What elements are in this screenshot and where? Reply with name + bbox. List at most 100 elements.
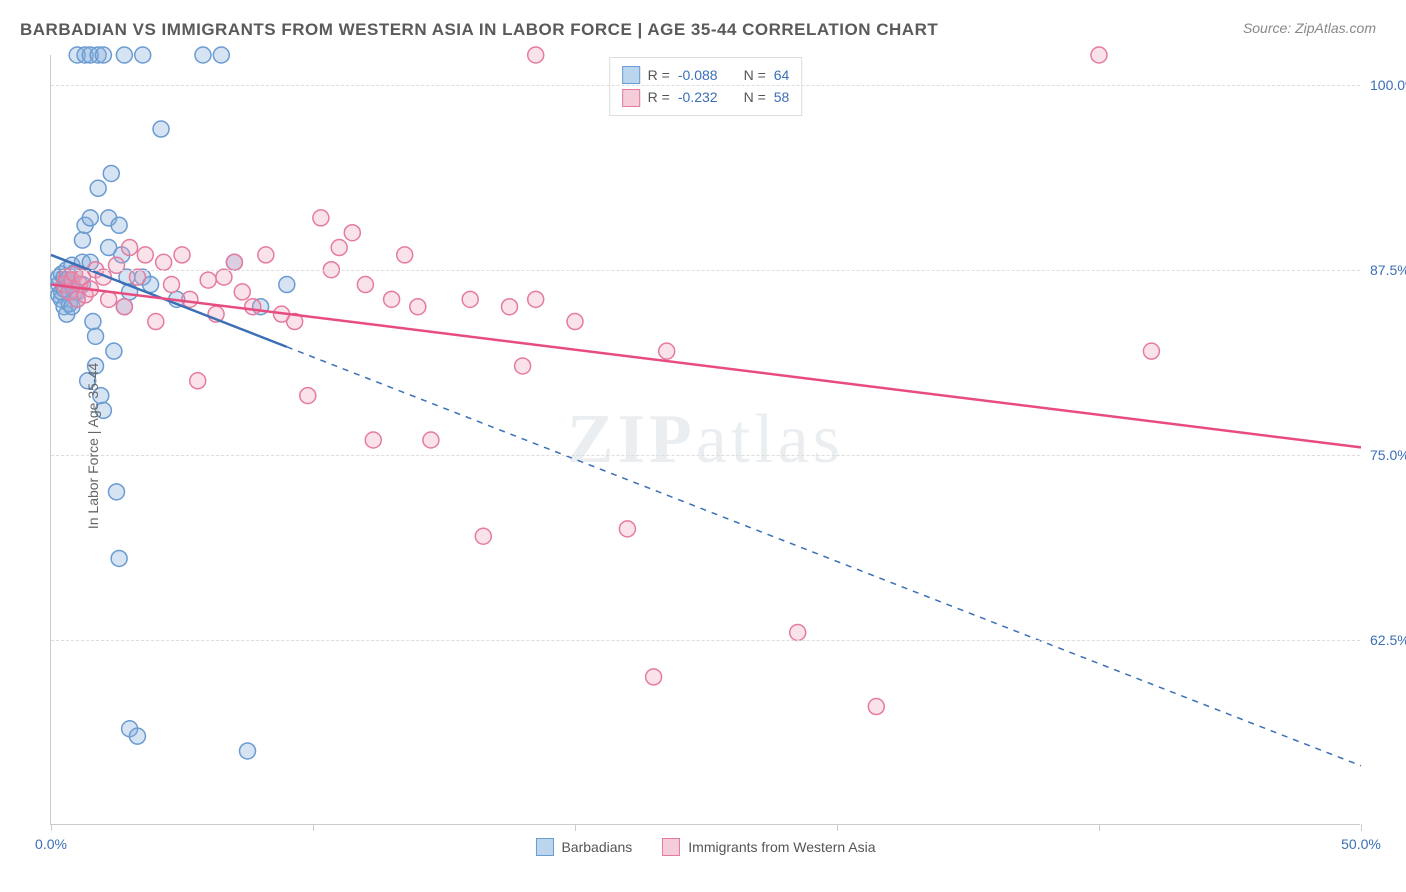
data-point — [423, 432, 439, 448]
data-point — [1091, 47, 1107, 63]
legend-correlation-row: R = -0.088 N = 64 — [622, 64, 790, 86]
data-point — [85, 314, 101, 330]
x-tick — [575, 824, 576, 831]
data-point — [195, 47, 211, 63]
gridline-horizontal — [51, 455, 1360, 456]
data-point — [245, 299, 261, 315]
data-point — [174, 247, 190, 263]
data-point — [135, 47, 151, 63]
data-point — [88, 328, 104, 344]
data-point — [528, 291, 544, 307]
legend-correlation: R = -0.088 N = 64 R = -0.232 N = 58 — [609, 57, 803, 116]
r-label: R = — [648, 64, 670, 86]
data-point — [528, 47, 544, 63]
n-value: 64 — [774, 64, 790, 86]
data-point — [156, 254, 172, 270]
trend-line — [51, 285, 1361, 448]
y-tick-label: 87.5% — [1370, 262, 1406, 278]
x-tick-label: 0.0% — [35, 836, 67, 852]
data-point — [300, 388, 316, 404]
data-point — [313, 210, 329, 226]
data-point — [90, 180, 106, 196]
legend-series-item: Immigrants from Western Asia — [662, 838, 875, 856]
legend-series-label: Barbadians — [561, 839, 632, 855]
data-point — [182, 291, 198, 307]
y-axis-label: In Labor Force | Age 35-44 — [85, 363, 101, 529]
data-point — [109, 257, 125, 273]
data-point — [567, 314, 583, 330]
x-tick-label: 50.0% — [1341, 836, 1381, 852]
r-label: R = — [648, 86, 670, 108]
data-point — [279, 277, 295, 293]
data-point — [200, 272, 216, 288]
legend-series: Barbadians Immigrants from Western Asia — [535, 838, 875, 856]
data-point — [384, 291, 400, 307]
x-tick — [837, 824, 838, 831]
n-label: N = — [744, 86, 766, 108]
data-point — [410, 299, 426, 315]
legend-swatch — [622, 66, 640, 84]
x-tick — [51, 824, 52, 831]
data-point — [116, 299, 132, 315]
data-point — [240, 743, 256, 759]
data-point — [116, 47, 132, 63]
legend-correlation-row: R = -0.232 N = 58 — [622, 86, 790, 108]
x-tick — [1099, 824, 1100, 831]
data-point — [111, 217, 127, 233]
data-point — [790, 625, 806, 641]
data-point — [868, 699, 884, 715]
legend-series-item: Barbadians — [535, 838, 632, 856]
data-point — [515, 358, 531, 374]
data-point — [137, 247, 153, 263]
y-tick-label: 62.5% — [1370, 632, 1406, 648]
source-label: Source: ZipAtlas.com — [1243, 20, 1376, 36]
data-point — [74, 232, 90, 248]
y-tick-label: 100.0% — [1370, 77, 1406, 93]
data-point — [462, 291, 478, 307]
data-point — [216, 269, 232, 285]
data-point — [101, 291, 117, 307]
data-point — [619, 521, 635, 537]
data-point — [164, 277, 180, 293]
plot-area: ZIPatlas R =-0.088N =64R =-0.232N =58 Ba… — [50, 55, 1360, 825]
data-point — [234, 284, 250, 300]
data-point — [397, 247, 413, 263]
legend-swatch — [662, 838, 680, 856]
data-point — [331, 240, 347, 256]
data-point — [357, 277, 373, 293]
x-tick — [1361, 824, 1362, 831]
data-point — [213, 47, 229, 63]
data-point — [365, 432, 381, 448]
data-point — [122, 240, 138, 256]
r-value: -0.088 — [678, 64, 718, 86]
x-tick — [313, 824, 314, 831]
data-point — [82, 210, 98, 226]
n-label: N = — [744, 64, 766, 86]
n-value: 58 — [774, 86, 790, 108]
data-point — [106, 343, 122, 359]
data-point — [226, 254, 242, 270]
data-point — [129, 728, 145, 744]
gridline-horizontal — [51, 85, 1360, 86]
r-value: -0.232 — [678, 86, 718, 108]
data-point — [153, 121, 169, 137]
gridline-horizontal — [51, 270, 1360, 271]
legend-series-label: Immigrants from Western Asia — [688, 839, 875, 855]
trend-line-dashed — [287, 347, 1361, 766]
legend-swatch — [535, 838, 553, 856]
data-point — [344, 225, 360, 241]
data-point — [646, 669, 662, 685]
data-point — [109, 484, 125, 500]
data-point — [258, 247, 274, 263]
data-point — [103, 165, 119, 181]
data-point — [95, 47, 111, 63]
data-point — [111, 550, 127, 566]
data-point — [502, 299, 518, 315]
chart-title: BARBADIAN VS IMMIGRANTS FROM WESTERN ASI… — [20, 20, 938, 40]
data-point — [1143, 343, 1159, 359]
y-tick-label: 75.0% — [1370, 447, 1406, 463]
legend-swatch — [622, 89, 640, 107]
chart-svg — [51, 55, 1360, 824]
data-point — [475, 528, 491, 544]
data-point — [659, 343, 675, 359]
